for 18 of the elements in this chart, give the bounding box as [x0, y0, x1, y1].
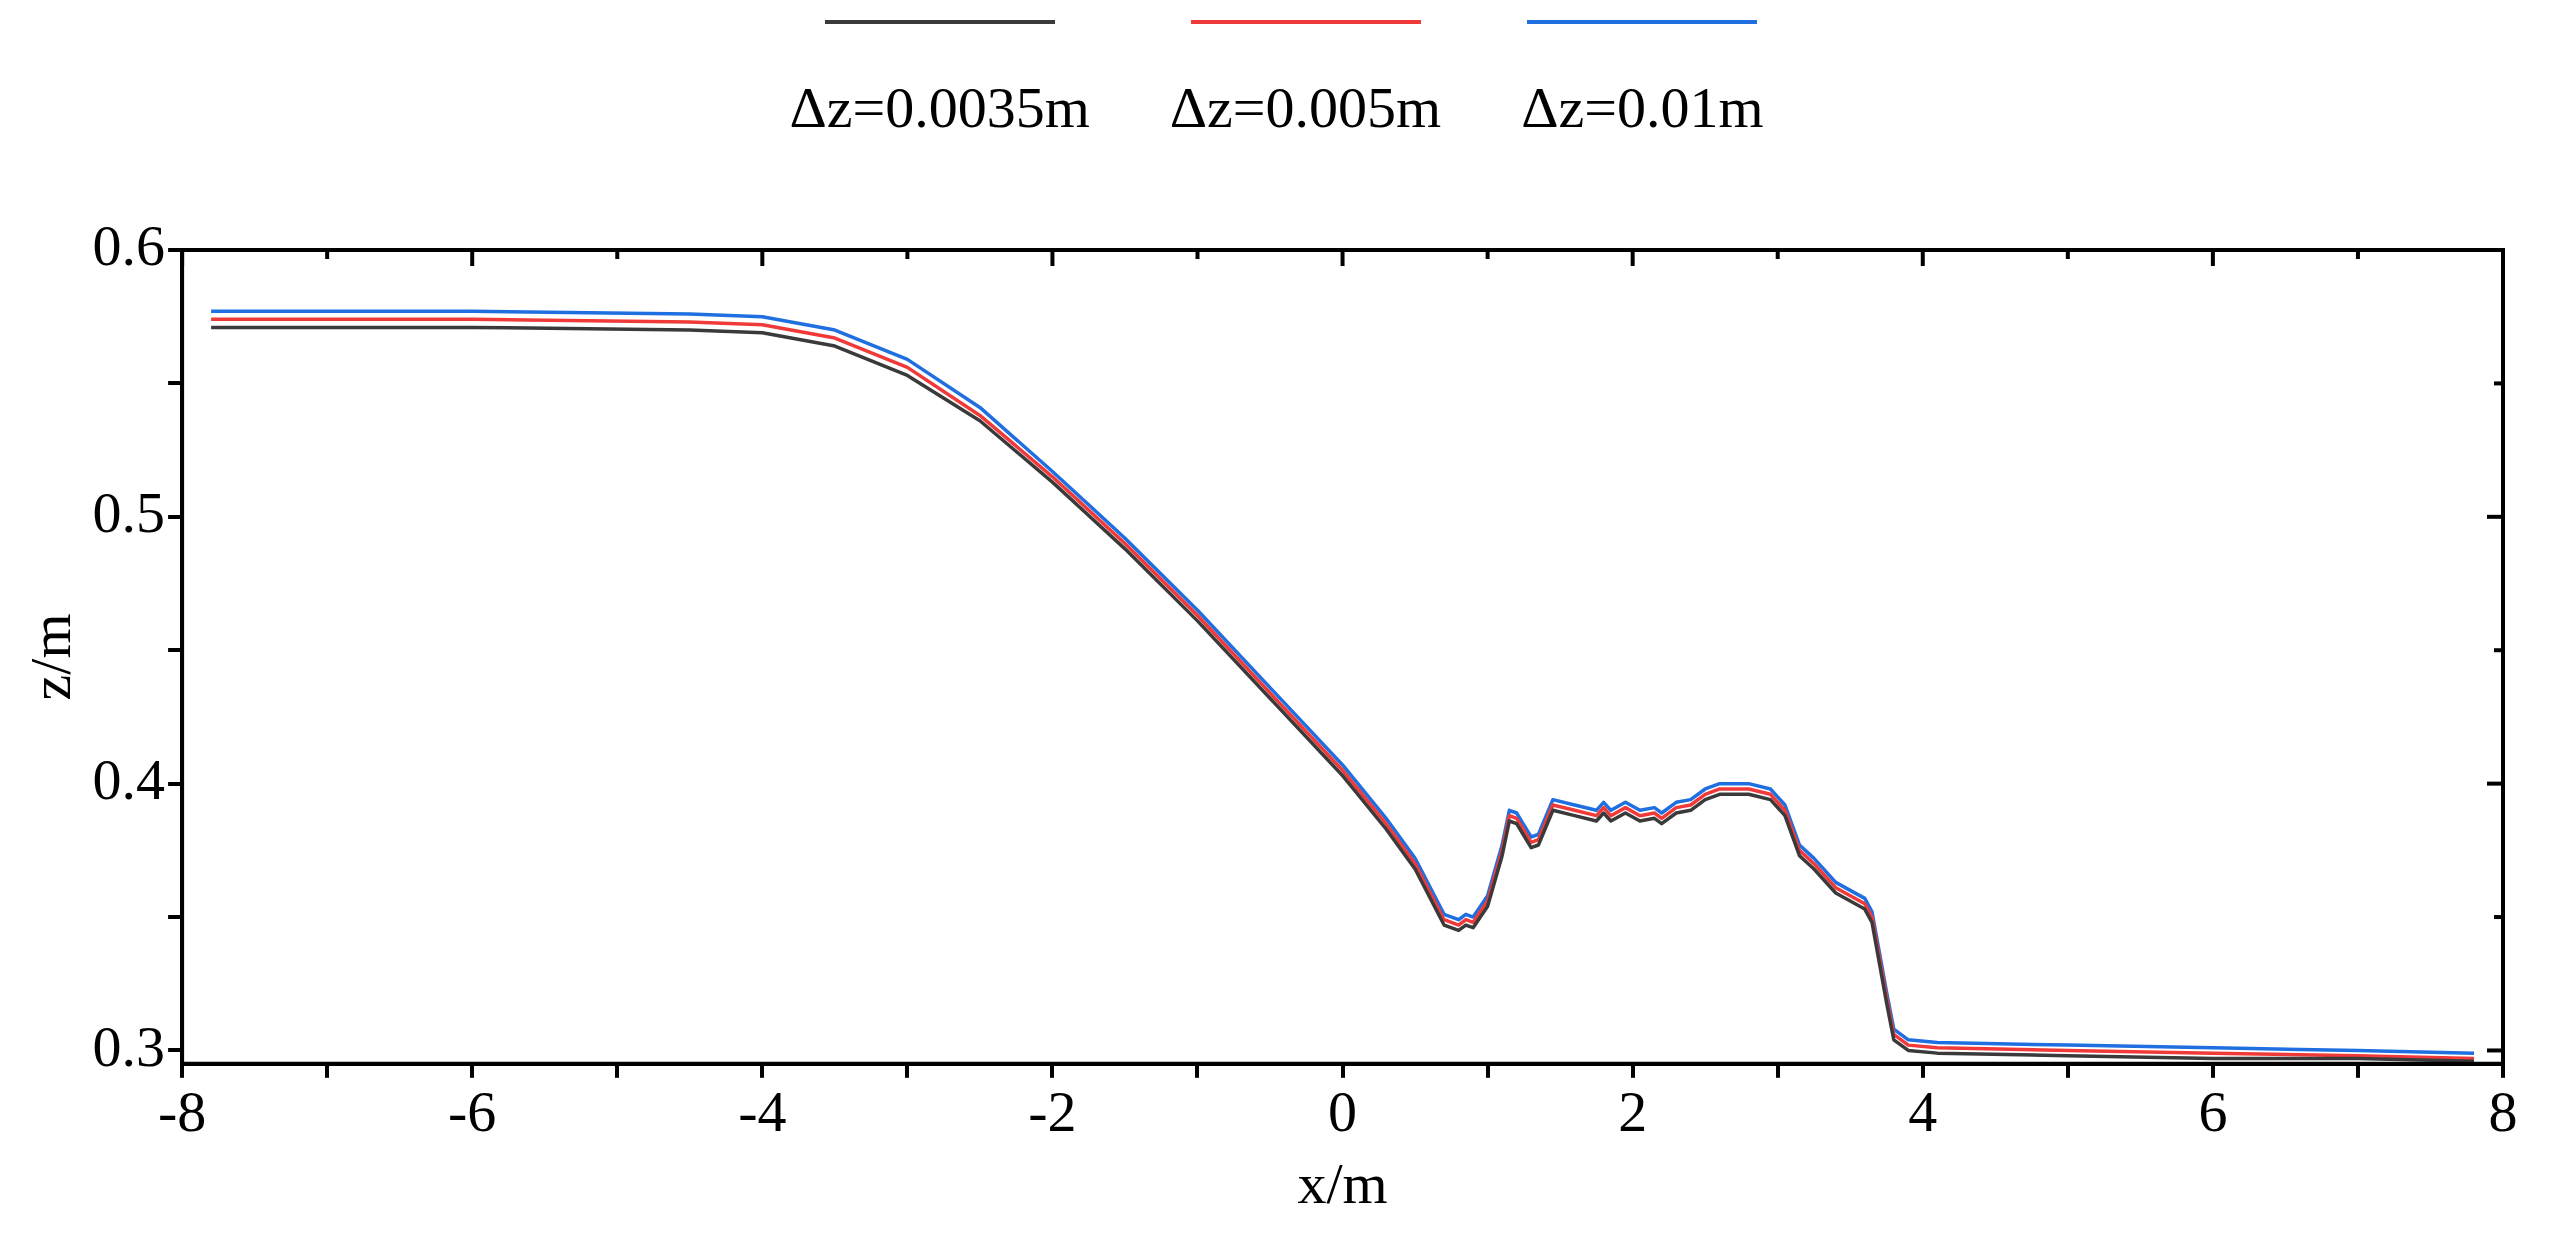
y-tick-label: 0.6 — [92, 213, 166, 279]
x-tick-label: 8 — [2488, 1078, 2518, 1144]
x-tick-label: -8 — [157, 1078, 207, 1144]
legend-label: Δz=0.0035m — [789, 74, 1090, 141]
x-tick-label: 4 — [1908, 1078, 1938, 1144]
x-tick-label: 6 — [2198, 1078, 2228, 1144]
legend-label: Δz=0.01m — [1521, 74, 1764, 141]
x-tick-label: -6 — [448, 1078, 497, 1144]
legend-label: Δz=0.005m — [1169, 74, 1442, 141]
x-tick-label: -2 — [1028, 1078, 1077, 1144]
x-axis-title: x/m — [1297, 1151, 1388, 1217]
y-tick-label: 0.5 — [92, 480, 166, 546]
y-tick-label: 0.3 — [92, 1013, 166, 1079]
y-tick-label: 0.4 — [92, 746, 166, 812]
x-tick-label: -4 — [738, 1078, 787, 1144]
x-tick-label: 0 — [1328, 1078, 1358, 1144]
y-axis-title: z/m — [18, 613, 84, 701]
x-tick-label: 2 — [1618, 1078, 1648, 1144]
